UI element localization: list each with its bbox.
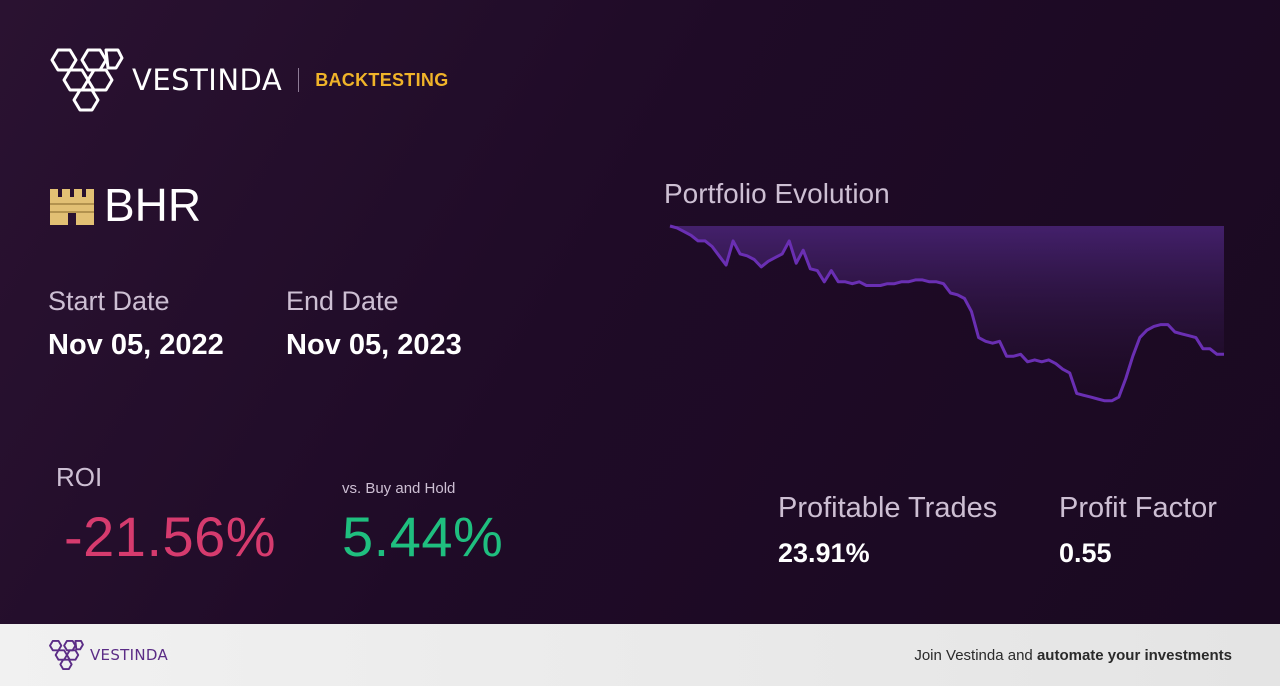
portfolio-line <box>669 224 1224 403</box>
end-date-label: End Date <box>286 286 399 316</box>
footer-brand[interactable]: VESTINDA <box>48 639 168 671</box>
brand-header: VESTINDA BACKTESTING <box>48 46 449 114</box>
profitable-trades-label: Profitable Trades <box>778 492 998 524</box>
cta-prefix: Join Vestinda and <box>914 646 1037 664</box>
footer-cta[interactable]: Join Vestinda and automate your investme… <box>914 647 1232 664</box>
profit-factor-value: 0.55 <box>1059 538 1112 568</box>
footer-brand-name: VESTINDA <box>90 646 169 664</box>
section-label: BACKTESTING <box>315 69 449 90</box>
report-card: VESTINDA BACKTESTING BHR Start Date Nov … <box>0 0 1280 624</box>
cta-bold: automate your investments <box>1036 646 1232 664</box>
castle-icon <box>50 189 94 225</box>
profitable-trades-value: 23.91% <box>778 538 870 568</box>
vestinda-logo-icon <box>49 639 84 671</box>
end-date: End Date Nov 05, 2023 <box>286 286 462 362</box>
buy-hold-value: 5.44% <box>342 505 504 568</box>
portfolio-chart <box>669 224 1224 403</box>
brand-name: VESTINDA <box>132 63 283 97</box>
vestinda-logo-icon <box>50 48 124 112</box>
chart-area-fill <box>670 226 1224 401</box>
chart-title: Portfolio Evolution <box>664 178 890 209</box>
brand-divider <box>298 68 300 92</box>
end-date-value: Nov 05, 2023 <box>286 329 462 361</box>
buy-hold-label: vs. Buy and Hold <box>342 480 456 497</box>
ticker: BHR <box>48 178 201 232</box>
start-date-label: Start Date <box>48 286 170 316</box>
start-date-value: Nov 05, 2022 <box>48 329 224 361</box>
roi-value: -21.56% <box>64 505 277 568</box>
ticker-symbol: BHR <box>104 179 202 231</box>
start-date: Start Date Nov 05, 2022 <box>48 286 224 362</box>
footer: VESTINDA Join Vestinda and automate your… <box>0 624 1280 686</box>
profit-factor-label: Profit Factor <box>1059 492 1217 524</box>
roi-label: ROI <box>56 462 103 492</box>
